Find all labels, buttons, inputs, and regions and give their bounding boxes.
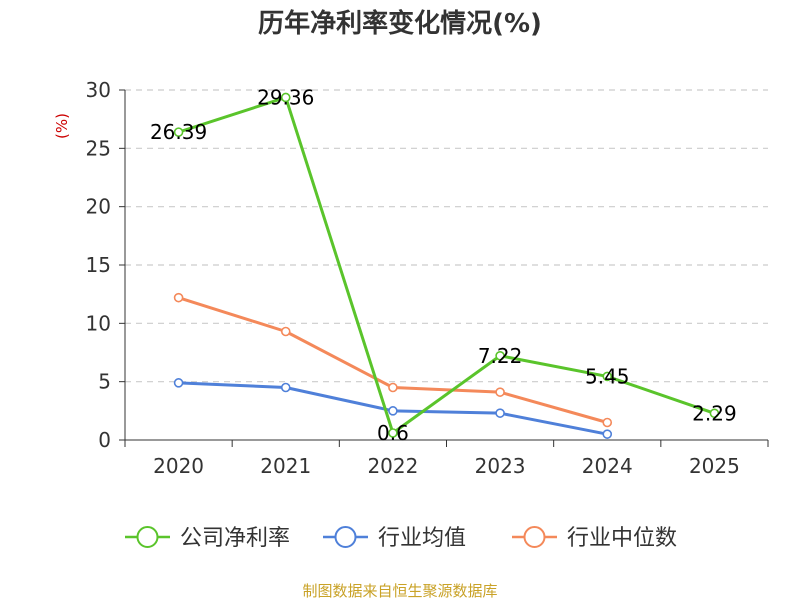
- data-point[interactable]: [602, 429, 613, 439]
- data-point[interactable]: [709, 408, 720, 419]
- legend[interactable]: 公司净利率 行业均值 行业中位数: [125, 526, 677, 551]
- legend-item[interactable]: 行业中位数: [512, 526, 677, 551]
- chart-title: 历年净利率变化情况(%): [258, 8, 542, 39]
- data-point[interactable]: [388, 382, 398, 393]
- y-axis-ticks: 0 5 10 15 20 25 30: [86, 78, 125, 452]
- data-point[interactable]: [388, 406, 398, 416]
- legend-marker: [136, 526, 159, 548]
- legend-label: 行业均值: [378, 526, 466, 551]
- data-label: 7.22: [478, 344, 523, 368]
- legend-label: 公司净利率: [180, 526, 290, 551]
- data-label: 2.29: [692, 401, 737, 425]
- data-point[interactable]: [495, 387, 505, 397]
- x-tick-label: 2020: [153, 454, 204, 478]
- data-point[interactable]: [173, 292, 184, 303]
- data-point[interactable]: [280, 382, 291, 393]
- data-source-note: 制图数据来自恒生聚源数据库: [302, 582, 497, 600]
- y-tick-label: 20: [86, 195, 111, 219]
- data-point[interactable]: [388, 428, 398, 438]
- data-point[interactable]: [602, 371, 613, 382]
- y-tick-label: 15: [86, 253, 111, 277]
- y-tick-label: 25: [86, 136, 111, 160]
- legend-label: 行业中位数: [567, 526, 677, 551]
- data-label: 29.36: [257, 85, 314, 109]
- x-tick-label: 2021: [260, 454, 311, 478]
- data-label: 5.45: [585, 364, 630, 388]
- data-label: 26.39: [150, 120, 207, 144]
- legend-marker: [334, 526, 357, 548]
- y-axis-unit-label: (%): [53, 113, 71, 139]
- gridlines: [125, 89, 768, 383]
- y-tick-label: 0: [98, 428, 111, 452]
- data-point[interactable]: [495, 350, 505, 361]
- series-line: [178, 95, 715, 435]
- x-tick-label: 2023: [475, 454, 526, 478]
- data-point[interactable]: [602, 417, 613, 428]
- data-point[interactable]: [280, 92, 291, 103]
- legend-item[interactable]: 公司净利率: [125, 526, 290, 551]
- data-point[interactable]: [173, 378, 184, 388]
- data-label: 0.6: [377, 421, 409, 445]
- data-labels: 26.39 29.36 0.6 7.22 5.45 2.29: [150, 85, 737, 445]
- y-tick-label: 10: [86, 311, 111, 335]
- y-tick-label: 5: [98, 370, 111, 394]
- x-tick-label: 2022: [367, 454, 418, 478]
- legend-item[interactable]: 行业均值: [323, 526, 466, 551]
- legend-marker: [523, 526, 546, 548]
- x-tick-label: 2025: [689, 454, 740, 478]
- data-point[interactable]: [173, 127, 184, 137]
- x-axis: 2020 2021 2022 2023 2024 2025: [124, 90, 769, 478]
- data-point[interactable]: [280, 326, 291, 337]
- data-point[interactable]: [495, 408, 505, 418]
- y-tick-label: 30: [86, 78, 111, 102]
- x-tick-label: 2024: [582, 454, 633, 478]
- series-line: [178, 296, 608, 424]
- series-lines: [173, 92, 720, 439]
